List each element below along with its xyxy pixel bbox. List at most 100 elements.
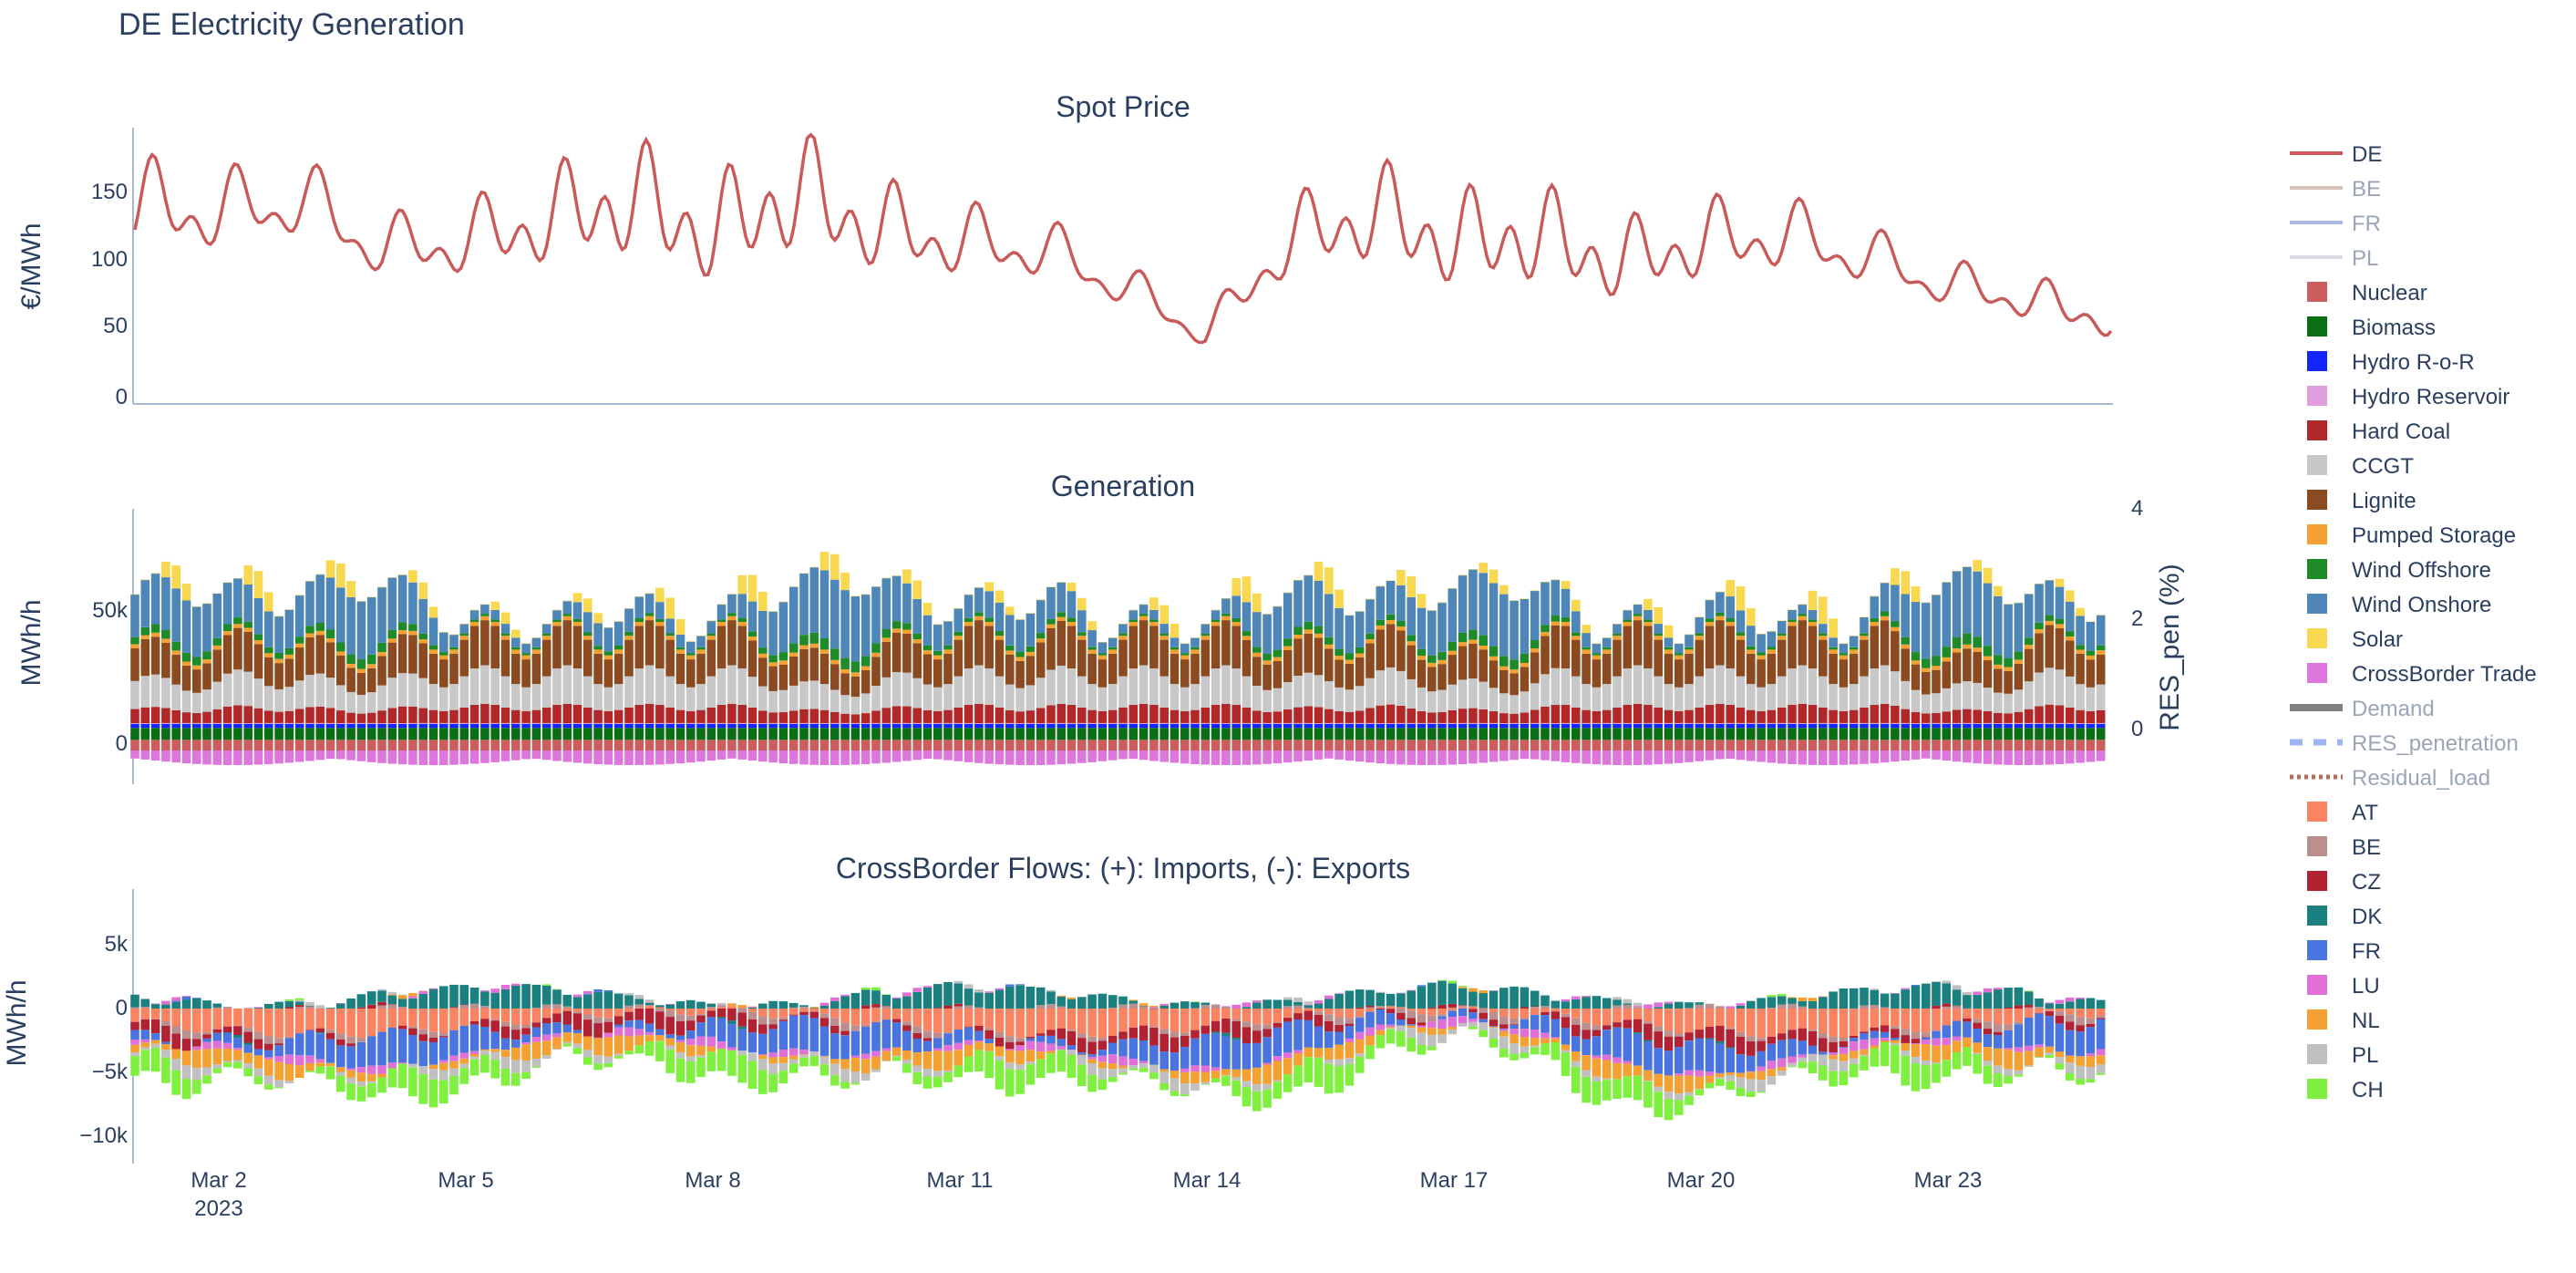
gen-bar <box>1273 649 1283 657</box>
cb-bar <box>2086 1056 2096 1068</box>
cb-bar <box>366 1004 376 1009</box>
legend-item-crossborder-trade[interactable]: CrossBorder Trade <box>2307 662 2537 687</box>
legend-item-pumped-storage[interactable]: Pumped Storage <box>2307 523 2516 548</box>
gen-bar <box>449 722 459 724</box>
cb-bar <box>1293 997 1303 1002</box>
gen-bar <box>1870 722 1880 724</box>
gen-bar <box>1242 631 1252 636</box>
gen-bar <box>500 722 510 724</box>
legend-item-ch[interactable]: CH <box>2307 1078 2384 1102</box>
gen-bar <box>984 668 994 705</box>
cb-bar <box>613 1009 623 1017</box>
cb-bar <box>572 1011 582 1014</box>
legend-item-nuclear[interactable]: Nuclear <box>2307 281 2427 305</box>
legend-item-fr-price[interactable]: FR <box>2290 212 2381 236</box>
legend-item-be-flow[interactable]: BE <box>2307 835 2381 860</box>
cb-bar <box>1479 1022 1488 1030</box>
gen-bar <box>1334 728 1344 740</box>
gen-bar <box>2004 713 2013 723</box>
gen-bar <box>686 687 696 711</box>
legend-item-nl[interactable]: NL <box>2307 1009 2380 1033</box>
cb-bar <box>706 1002 716 1004</box>
legend-item-hard-coal[interactable]: Hard Coal <box>2307 419 2450 444</box>
legend-item-dk[interactable]: DK <box>2307 905 2382 929</box>
cb-bar <box>1757 1009 1766 1039</box>
legend-item-hydro-ror[interactable]: Hydro R-o-R <box>2307 350 2475 375</box>
legend-item-wind-offshore[interactable]: Wind Offshore <box>2307 558 2491 583</box>
cb-bar <box>1973 1019 1982 1023</box>
cb-bar <box>665 1017 675 1035</box>
gen-bar <box>1633 728 1643 740</box>
legend-item-biomass[interactable]: Biomass <box>2307 316 2436 340</box>
gen-bar <box>665 633 675 636</box>
gen-bar <box>984 591 994 618</box>
gen-bar <box>655 602 665 619</box>
gen-bar <box>1767 653 1777 685</box>
gen-bar <box>1932 740 1941 750</box>
legend-item-fr-flow[interactable]: FR <box>2307 939 2381 964</box>
gen-bar <box>408 723 417 729</box>
legend-item-ccgt[interactable]: CCGT <box>2307 454 2414 479</box>
gen-bar <box>963 626 974 668</box>
cb-bar <box>1839 1047 1849 1054</box>
gen-bar <box>1654 728 1663 740</box>
cb-bar <box>202 1009 211 1032</box>
cb-bar <box>1077 1064 1087 1087</box>
cb-bar <box>1685 1032 1694 1041</box>
gen-bar <box>1880 620 1890 666</box>
gen-bar <box>1479 681 1488 709</box>
cb-bar <box>366 1036 376 1066</box>
gen-bar <box>1942 750 1952 761</box>
legend-item-solar[interactable]: Solar <box>2307 627 2403 652</box>
gen-bar <box>2076 684 2085 710</box>
gen-bar <box>675 750 685 764</box>
cb-bar <box>1046 1043 1056 1051</box>
legend-item-res-penetration[interactable]: RES_penetration <box>2290 731 2519 756</box>
gen-bar <box>1211 668 1221 705</box>
gen-bar <box>1860 740 1869 750</box>
legend-item-residual-load[interactable]: Residual_load <box>2290 766 2490 791</box>
gen-bar <box>1365 740 1375 750</box>
cb-bar <box>1685 1040 1694 1071</box>
gen-bar <box>778 601 788 603</box>
legend-item-lignite[interactable]: Lignite <box>2307 489 2416 513</box>
gen-bar <box>387 728 397 740</box>
gen-bar <box>387 740 397 750</box>
legend-item-pl-flow[interactable]: PL <box>2307 1043 2378 1068</box>
legend-item-at[interactable]: AT <box>2307 801 2378 825</box>
cb-bar <box>2086 1009 2096 1019</box>
gen-bar <box>439 750 448 765</box>
gen-bar <box>284 710 294 723</box>
gen-bar <box>171 641 180 651</box>
gen-bar <box>799 681 809 709</box>
gen-bar <box>1005 709 1015 723</box>
legend-item-cz[interactable]: CZ <box>2307 870 2381 895</box>
legend-item-hydro-reservoir[interactable]: Hydro Reservoir <box>2307 385 2509 409</box>
legend-item-demand[interactable]: Demand <box>2290 697 2435 721</box>
legend-item-lu[interactable]: LU <box>2307 974 2380 999</box>
gen-bar <box>819 728 829 740</box>
cb-bar <box>933 1050 943 1071</box>
cb-bar <box>850 1082 860 1085</box>
gen-bar <box>778 660 788 665</box>
gen-bar <box>480 703 489 723</box>
gen-bar <box>953 707 963 723</box>
gen-bar <box>902 706 912 723</box>
cb-bar <box>541 1034 551 1041</box>
gen-bar <box>130 723 139 729</box>
legend-item-de[interactable]: DE <box>2290 142 2382 167</box>
legend-item-be-price[interactable]: BE <box>2290 177 2381 202</box>
gen-bar <box>1118 707 1128 723</box>
cb-bar <box>1283 1052 1293 1059</box>
legend-item-pl-price[interactable]: PL <box>2290 246 2378 271</box>
cb-bar <box>1273 1027 1283 1057</box>
gen-bar <box>315 623 325 631</box>
cb-bar <box>480 1006 489 1009</box>
gen-bar <box>1108 637 1118 647</box>
legend-item-wind-onshore[interactable]: Wind Onshore <box>2307 593 2491 617</box>
gen-bar <box>294 750 304 762</box>
gen-bar <box>768 750 778 763</box>
gen-bar <box>840 657 850 669</box>
gen-bar <box>1808 590 1818 610</box>
cb-bar <box>830 1075 840 1086</box>
